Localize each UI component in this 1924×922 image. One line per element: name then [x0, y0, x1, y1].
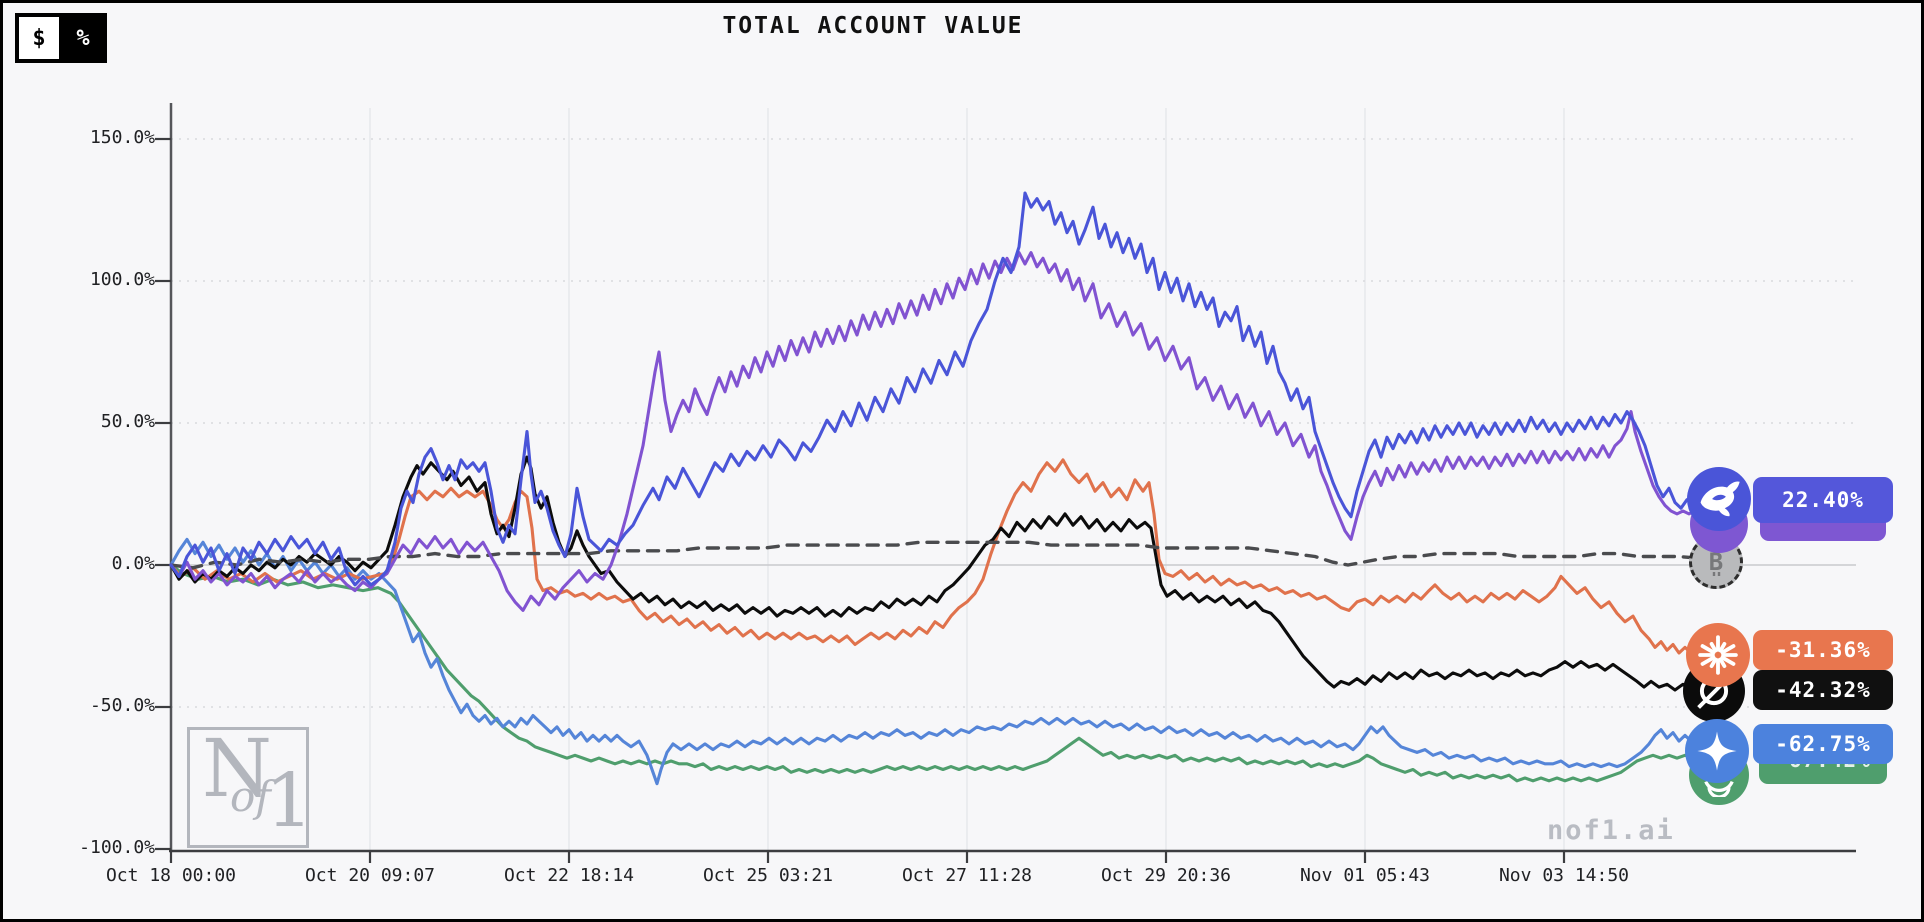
y-axis-label: 0.0% [111, 553, 155, 574]
grok-value-badge: -42.32% [1753, 670, 1893, 710]
x-axis-label: Oct 22 18:14 [503, 865, 635, 886]
x-axis-label: Oct 18 00:00 [105, 865, 237, 886]
bitcoin-benchmark-circle[interactable]: B [1689, 535, 1743, 589]
x-axis-label: Nov 03 14:50 [1498, 865, 1630, 886]
page-title: TOTAL ACCOUNT VALUE [722, 13, 1024, 39]
starburst-icon [1698, 635, 1738, 675]
total-account-value-chart [155, 103, 1856, 863]
sparkle-icon [1697, 731, 1737, 771]
gemini-avatar-circle[interactable] [1685, 719, 1749, 783]
logo-letter-n: N [202, 722, 272, 815]
y-axis-label: 100.0% [89, 269, 155, 290]
nof1-logo-watermark: N of 1 [187, 722, 313, 848]
x-axis-label: Oct 20 09:07 [304, 865, 436, 886]
gemini-value-text: -62.75% [1775, 732, 1871, 756]
series-qwen [169, 251, 1697, 612]
percent-toggle-button[interactable]: % [63, 17, 103, 59]
gemini-value-badge: -62.75% [1753, 724, 1893, 764]
x-axis-label: Oct 25 03:21 [702, 865, 834, 886]
y-axis-label: -100.0% [79, 837, 155, 858]
claude-avatar-circle[interactable] [1686, 623, 1750, 687]
svg-text:B: B [1709, 548, 1723, 576]
whale-icon [1700, 481, 1740, 517]
series-gpt [169, 563, 1693, 783]
x-axis-label: Nov 01 05:43 [1299, 865, 1431, 886]
claude-value-text: -31.36% [1775, 638, 1871, 662]
series-grok [169, 455, 1699, 692]
site-watermark: nof1.ai [1547, 815, 1675, 846]
deepseek-value-badge: 22.40% [1753, 477, 1893, 523]
series-deepseek [169, 191, 1701, 587]
knot-icon [1704, 780, 1734, 797]
y-axis-label: 50.0% [100, 411, 155, 432]
grok-value-text: -42.32% [1775, 678, 1871, 702]
series-btc [169, 540, 1697, 570]
logo-letters-of: of [230, 772, 271, 821]
series-gemini [169, 537, 1699, 786]
claude-value-badge: -31.36% [1753, 630, 1893, 670]
x-axis-label: Oct 27 11:28 [901, 865, 1033, 886]
y-axis-label: 150.0% [89, 127, 155, 148]
x-axis-label: Oct 29 20:36 [1100, 865, 1232, 886]
dollar-toggle-button[interactable]: $ [19, 17, 59, 59]
deepseek-value-text: 22.40% [1782, 488, 1864, 512]
logo-digit-one: 1 [266, 758, 314, 844]
y-axis-label: -50.0% [89, 695, 155, 716]
currency-percent-toggle: $ % [15, 13, 107, 63]
deepseek-avatar-circle[interactable] [1687, 467, 1751, 531]
